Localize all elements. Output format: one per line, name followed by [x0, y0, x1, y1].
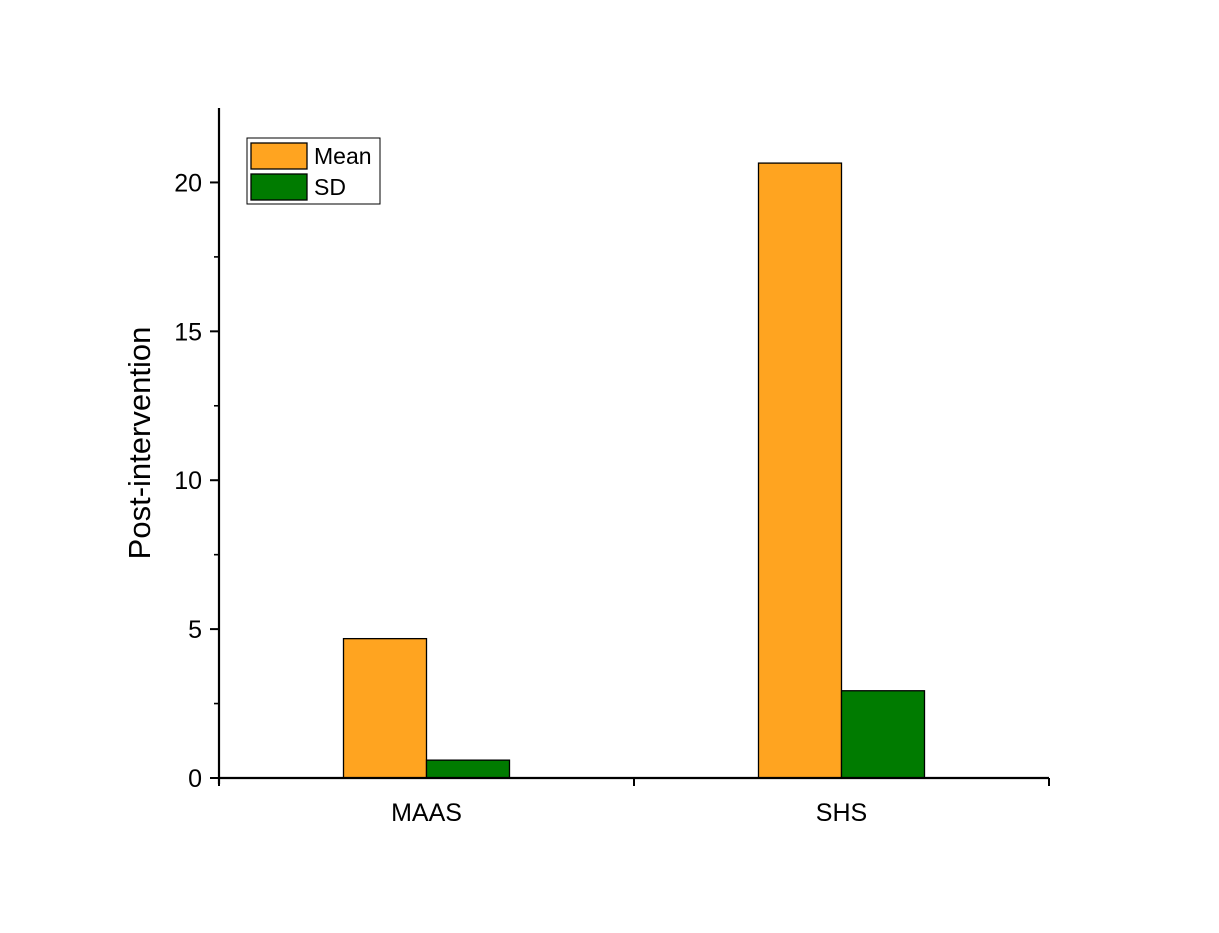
y-tick-label: 15 — [174, 318, 202, 346]
bars-layer — [342, 162, 926, 779]
legend: Mean SD — [246, 137, 381, 205]
legend-label-sd: SD — [314, 174, 346, 200]
legend-swatch-sd — [250, 173, 308, 201]
legend-swatch-mean — [250, 142, 308, 170]
bar-sd-shs — [840, 690, 926, 779]
legend-label-mean: Mean — [314, 143, 372, 169]
y-tick-label: 0 — [188, 765, 202, 793]
bar-mean-maas — [342, 637, 428, 779]
y-tick-label: 20 — [174, 169, 202, 197]
ticks-layer: MAAS SHS 0 5 10 15 20 — [174, 169, 1050, 827]
x-tick-label: MAAS — [391, 799, 462, 827]
y-tick-label: 5 — [188, 616, 202, 644]
bar-mean-shs — [757, 162, 843, 779]
axes-layer — [217, 108, 1049, 784]
bar-sd-maas — [425, 759, 511, 779]
x-tick-label: SHS — [816, 799, 867, 827]
y-axis-title: Post-intervention — [122, 327, 157, 560]
y-tick-label: 10 — [174, 467, 202, 495]
